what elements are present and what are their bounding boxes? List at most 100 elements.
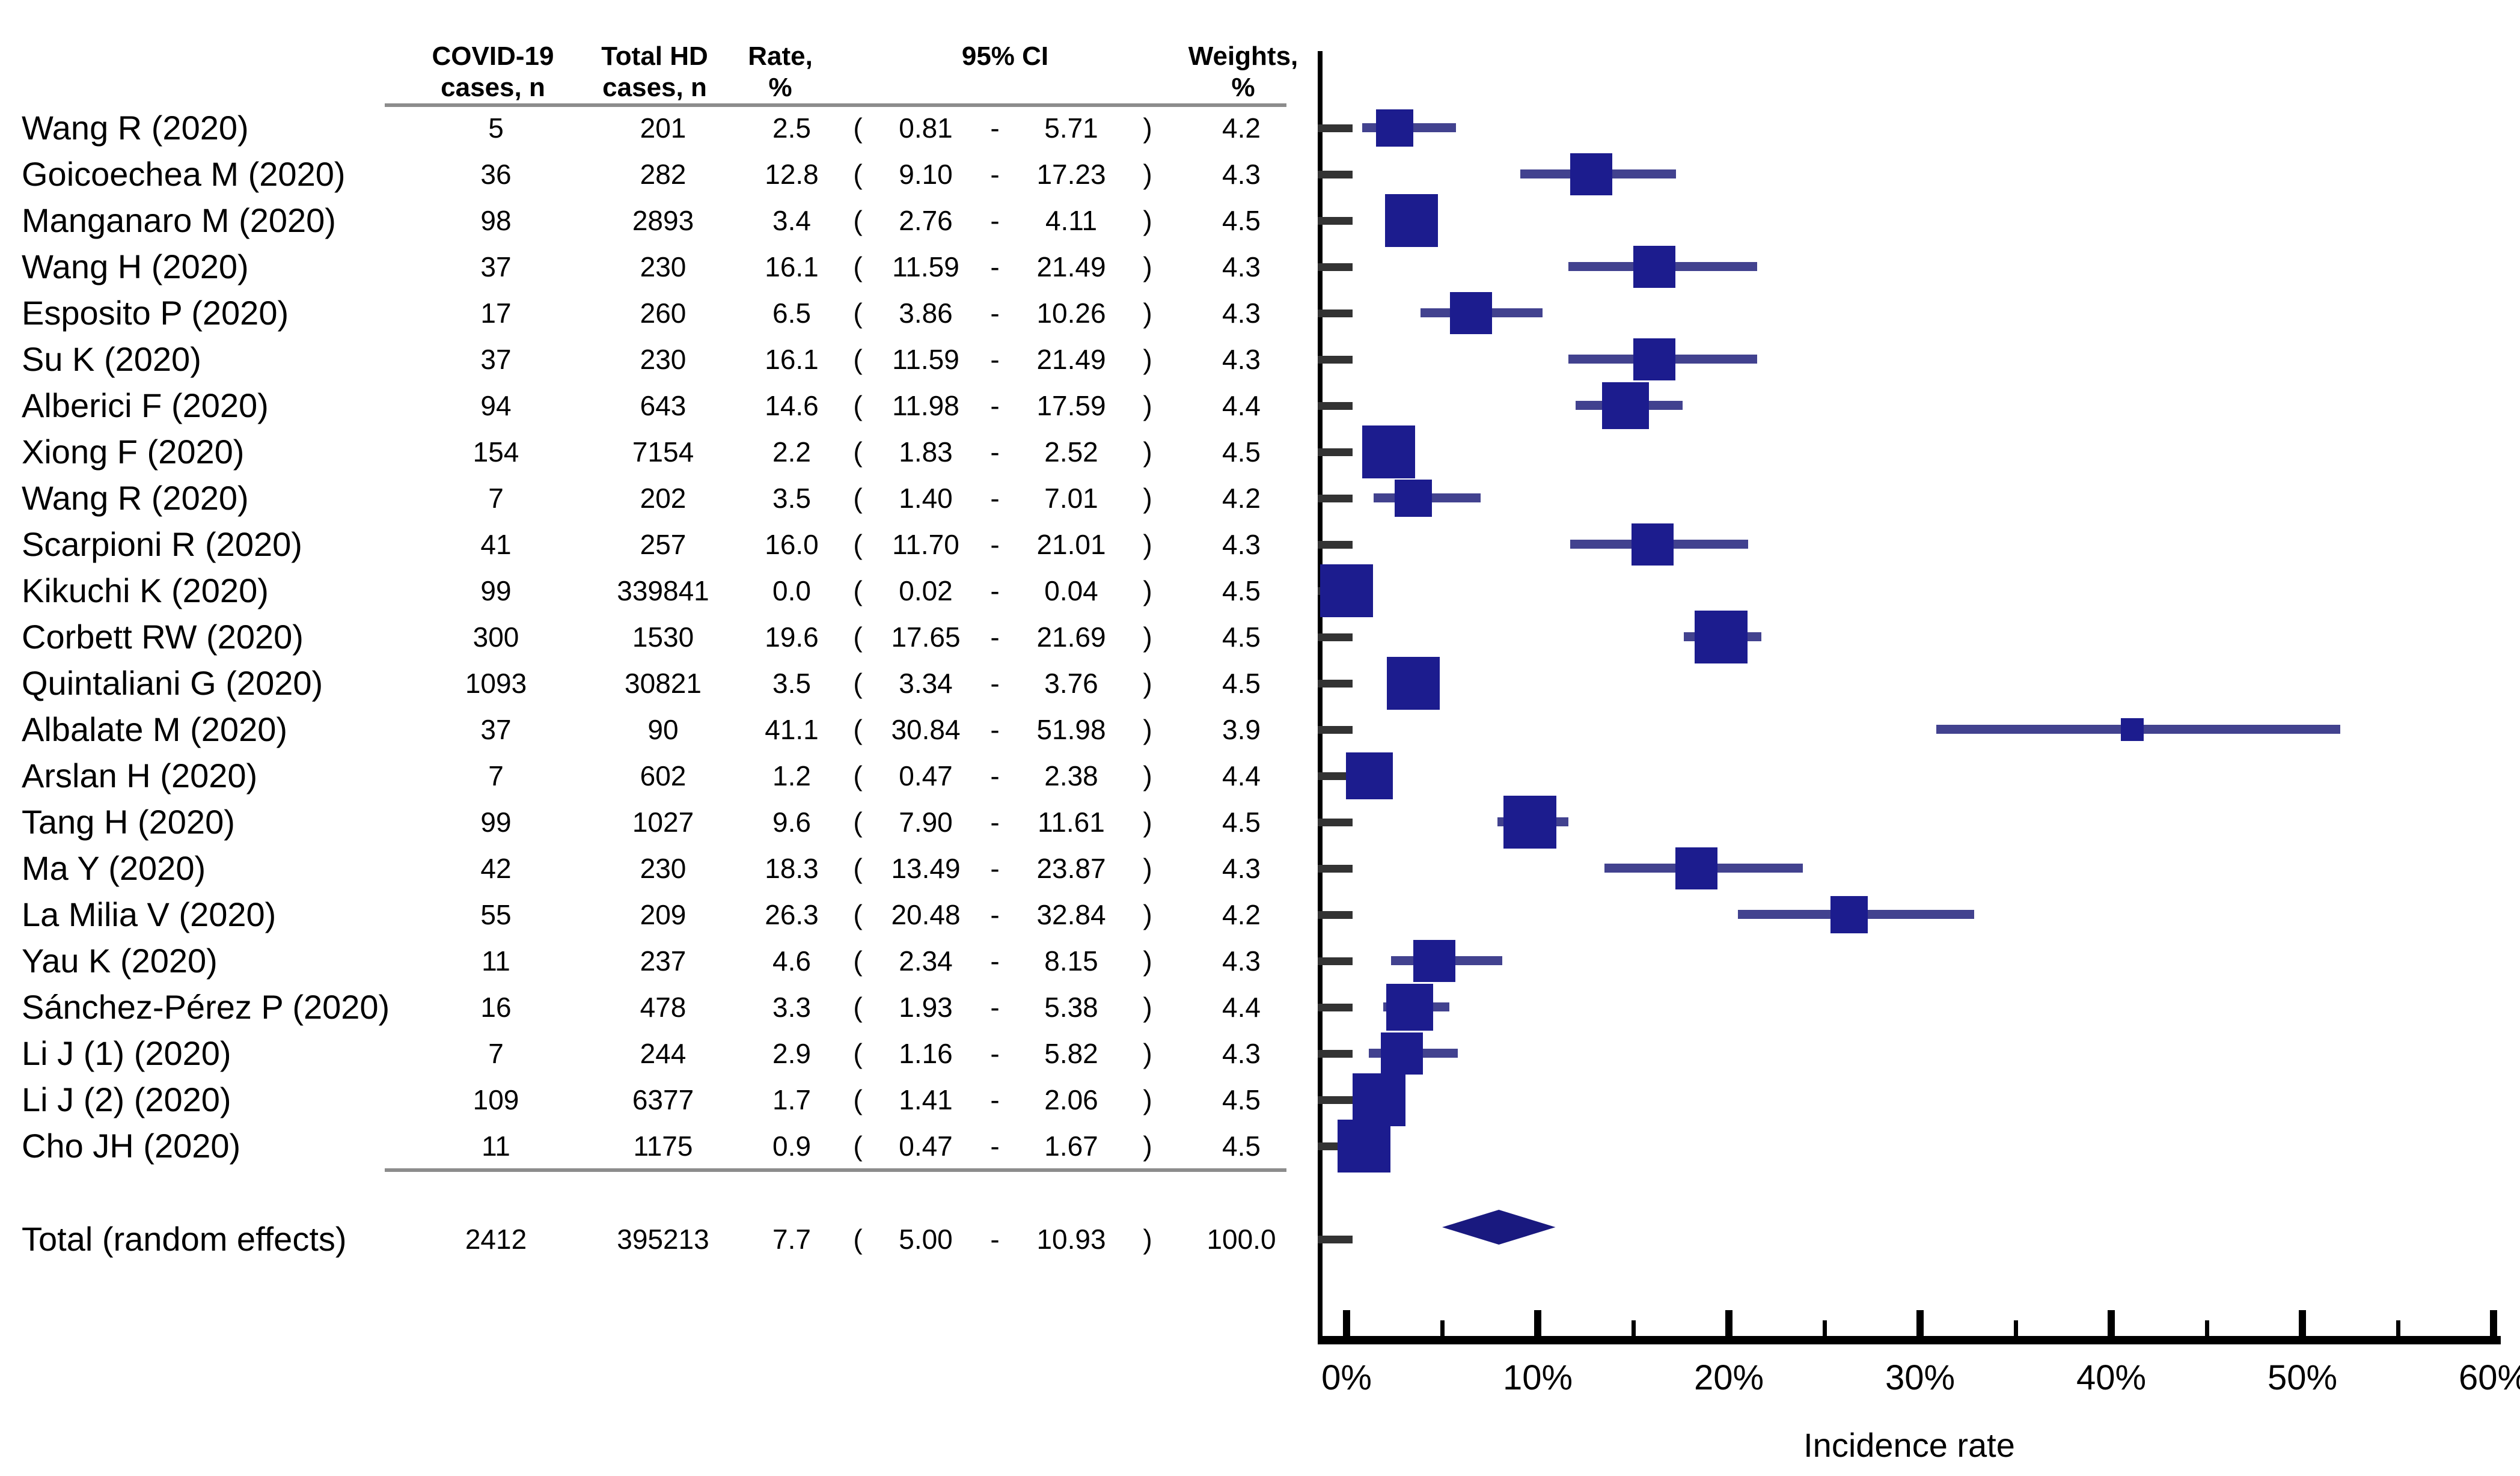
rate-value: 3.3 [772,992,811,1023]
rate-value: 2.9 [772,1038,811,1069]
rate-value: 12.8 [765,159,819,190]
table-row: Wang H (2020) 37 230 16.1 ( 11.59 - 21.4… [0,247,1320,287]
effect-size-square [1320,564,1373,617]
covid-cases-value: 55 [480,899,512,930]
ci-lower-value: 17.65 [891,621,961,653]
covid-cases-value: 300 [472,621,519,653]
ci-upper-value: 10.26 [1036,297,1106,329]
ci-separator: - [990,297,1000,329]
weight-value: 3.9 [1222,714,1261,745]
ci-close-paren: ) [1143,992,1152,1023]
table-row: Xiong F (2020) 154 7154 2.2 ( 1.83 - 2.5… [0,432,1320,472]
total-hd-value: 478 [640,992,687,1023]
ci-open-paren: ( [853,1130,863,1162]
ci-separator: - [990,436,1000,468]
x-axis-title: Incidence rate [1803,1426,2015,1464]
effect-size-square [1395,480,1433,517]
x-major-tick [1343,1310,1350,1336]
ci-close-paren: ) [1143,483,1152,514]
effect-size-square [1385,194,1439,247]
table-row: Li J (1) (2020) 7 244 2.9 ( 1.16 - 5.82 … [0,1034,1320,1073]
ci-separator: - [990,205,1000,236]
study-label: Cho JH (2020) [22,1127,241,1165]
table-row: Su K (2020) 37 230 16.1 ( 11.59 - 21.49 … [0,340,1320,379]
row-tick [1318,1004,1353,1011]
x-tick-label: 60% [2458,1358,2520,1397]
total-hd-value: 30821 [625,668,702,699]
total-hd-value: 230 [640,251,687,282]
rate-value: 3.5 [772,668,811,699]
row-tick [1318,310,1353,317]
weight-value: 4.5 [1222,436,1261,468]
x-minor-tick [2205,1320,2209,1336]
row-tick [1318,911,1353,919]
study-label: Li J (1) (2020) [22,1034,231,1072]
rate-value: 16.1 [765,344,819,375]
rate-value: 0.9 [772,1130,811,1162]
rate-value: 4.6 [772,945,811,977]
ci-upper-value: 32.84 [1036,899,1106,930]
covid-cases-value: 17 [480,297,512,329]
covid-cases-value: 94 [480,390,512,421]
weight-value: 4.5 [1222,1084,1261,1115]
row-tick-total [1318,1236,1353,1243]
ci-lower-value: 13.49 [891,853,961,884]
ci-lower-value: 2.34 [899,945,953,977]
ci-upper-value: 21.69 [1036,621,1106,653]
ci-close-paren: ) [1143,760,1152,791]
total-label: Total (random effects) [22,1220,347,1258]
effect-size-square [1633,246,1675,288]
weight-value: 4.3 [1222,344,1261,375]
covid-cases-value: 99 [480,807,512,838]
rate-value: 16.1 [765,251,819,282]
x-major-tick [1534,1310,1541,1336]
total-hd-value: 6377 [632,1084,694,1115]
ci-upper-value: 21.01 [1036,529,1106,560]
effect-size-square [1387,657,1440,710]
ci-upper-value: 17.23 [1036,159,1106,190]
ci-separator: - [990,1130,1000,1162]
total-hd-value: 395213 [617,1224,709,1255]
table-row: Cho JH (2020) 11 1175 0.9 ( 0.47 - 1.67 … [0,1126,1320,1166]
col-header-covid-cases: COVID-19 cases, n [403,41,583,103]
x-tick-label: 30% [1885,1358,1956,1397]
table-bottom-divider-line [385,1168,1286,1172]
ci-lower-value: 1.93 [899,992,953,1023]
total-hd-value: 282 [640,159,687,190]
ci-open-paren: ( [853,1038,863,1069]
ci-open-paren: ( [853,436,863,468]
rate-value: 19.6 [765,621,819,653]
table-row: Albalate M (2020) 37 90 41.1 ( 30.84 - 5… [0,710,1320,749]
weight-value: 4.5 [1222,621,1261,653]
col-header-line: Weights, [1188,41,1298,71]
covid-cases-value: 36 [480,159,512,190]
x-axis-line [1318,1336,2501,1344]
weight-value: 4.2 [1222,112,1261,144]
total-hd-value: 643 [640,390,687,421]
ci-open-paren: ( [853,945,863,977]
table-row: Manganaro M (2020) 98 2893 3.4 ( 2.76 - … [0,201,1320,240]
x-minor-tick [2396,1320,2400,1336]
ci-separator: - [990,529,1000,560]
ci-lower-value: 11.59 [892,251,959,282]
x-minor-tick [1632,1320,1636,1336]
effect-size-square [1381,1032,1424,1075]
total-hd-value: 244 [640,1038,687,1069]
effect-size-square [1449,292,1492,334]
x-tick-label: 20% [1693,1358,1764,1397]
row-tick [1318,1050,1353,1058]
ci-close-paren: ) [1143,436,1152,468]
total-hd-value: 230 [640,853,687,884]
weight-value: 4.3 [1222,853,1261,884]
table-row: Kikuchi K (2020) 99 339841 0.0 ( 0.02 - … [0,571,1320,611]
x-minor-tick [2014,1320,2018,1336]
study-label: Wang R (2020) [22,109,249,147]
ci-close-paren: ) [1143,344,1152,375]
x-major-tick [2490,1310,2497,1336]
covid-cases-value: 154 [472,436,519,468]
row-tick [1318,448,1353,456]
total-hd-value: 602 [640,760,687,791]
ci-separator: - [990,807,1000,838]
ci-separator: - [990,483,1000,514]
ci-upper-value: 2.52 [1044,436,1098,468]
